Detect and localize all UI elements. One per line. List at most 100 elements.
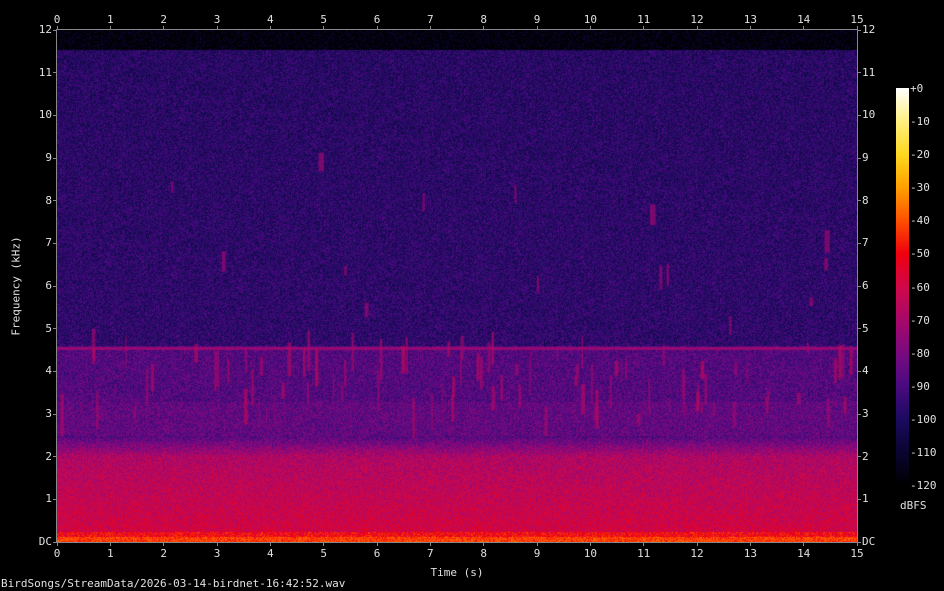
colorbar-tick-label: -100 xyxy=(910,412,937,426)
x-tick-mark xyxy=(109,542,111,546)
colorbar-tick-label: -60 xyxy=(910,280,930,294)
y-tick-label-right: 1 xyxy=(862,492,869,506)
y-tick-label-right: 8 xyxy=(862,193,869,207)
x-tick-label-top: 6 xyxy=(373,13,381,26)
x-tick-mark-top xyxy=(643,26,645,30)
x-axis-title: Time (s) xyxy=(430,566,484,579)
x-tick-label-top: 9 xyxy=(533,13,541,26)
y-tick-mark xyxy=(53,541,57,543)
y-tick-label: 1 xyxy=(45,492,53,506)
colorbar-unit-label: dBFS xyxy=(900,499,927,512)
x-tick-mark xyxy=(536,542,538,546)
x-tick-mark-top xyxy=(589,26,591,30)
x-tick-label: 15 xyxy=(850,547,864,560)
x-tick-mark-top xyxy=(56,26,58,30)
y-tick-mark xyxy=(53,114,57,116)
x-tick-label: 11 xyxy=(637,547,651,560)
x-tick-label: 9 xyxy=(533,547,541,560)
x-tick-label: 0 xyxy=(53,547,61,560)
y-tick-mark xyxy=(53,498,57,500)
y-tick-mark xyxy=(53,242,57,244)
x-tick-mark-top xyxy=(376,26,378,30)
colorbar-tick-label: -80 xyxy=(910,346,930,360)
x-tick-label: 5 xyxy=(320,547,327,560)
y-tick-label-right: 6 xyxy=(862,279,869,292)
colorbar-tick-label: -40 xyxy=(910,214,930,228)
y-tick-mark-right xyxy=(857,285,861,287)
x-tick-mark xyxy=(216,542,218,546)
x-tick-label: 6 xyxy=(373,547,381,560)
y-tick-label: 6 xyxy=(45,279,53,292)
colorbar-tick-label: -10 xyxy=(910,115,930,129)
y-tick-mark xyxy=(53,456,57,458)
x-tick-mark-top xyxy=(216,26,218,30)
x-tick-label: 1 xyxy=(107,547,114,560)
x-tick-mark-top xyxy=(323,26,325,30)
y-tick-mark-right xyxy=(857,328,861,330)
y-tick-label-right: 7 xyxy=(862,236,869,250)
x-tick-label: 2 xyxy=(160,547,167,560)
x-tick-mark-top xyxy=(856,26,858,30)
x-tick-label-top: 8 xyxy=(480,13,487,26)
x-tick-mark-top xyxy=(696,26,698,30)
y-tick-label-right: 4 xyxy=(862,364,869,378)
y-tick-label: 2 xyxy=(45,449,53,463)
y-tick-mark-right xyxy=(857,456,861,458)
x-tick-label-top: 13 xyxy=(743,13,757,26)
x-tick-label: 3 xyxy=(213,547,221,560)
x-tick-mark xyxy=(643,542,645,546)
x-tick-mark xyxy=(483,542,485,546)
y-tick-mark-right xyxy=(857,541,861,543)
y-tick-mark-right xyxy=(857,242,861,244)
colorbar-tick-label: -110 xyxy=(910,445,937,459)
x-tick-mark-top xyxy=(536,26,538,30)
x-tick-mark xyxy=(269,542,271,546)
x-tick-label-top: 10 xyxy=(583,13,597,26)
x-tick-mark xyxy=(56,542,58,546)
y-tick-mark-right xyxy=(857,157,861,159)
y-tick-mark-right xyxy=(857,498,861,500)
y-tick-label-right: 12 xyxy=(862,23,876,36)
colorbar-tick-label: -20 xyxy=(910,148,930,162)
y-axis-title: Frequency (kHz) xyxy=(9,236,23,336)
x-tick-label-top: 7 xyxy=(427,13,434,26)
x-tick-label-top: 5 xyxy=(320,13,327,26)
y-tick-label-right: 9 xyxy=(862,151,869,164)
y-tick-mark-right xyxy=(857,370,861,372)
x-tick-mark xyxy=(323,542,325,546)
x-tick-mark xyxy=(803,542,805,546)
y-tick-label: 12 xyxy=(38,23,53,36)
colorbar-tick-label: +0 xyxy=(910,82,924,95)
y-tick-label: 10 xyxy=(38,108,53,122)
y-tick-label: 4 xyxy=(45,364,53,378)
x-tick-mark xyxy=(696,542,698,546)
y-tick-label: 3 xyxy=(45,407,53,420)
y-tick-label: 9 xyxy=(45,151,53,164)
y-tick-mark xyxy=(53,370,57,372)
filename-label: BirdSongs/StreamData/2026-03-14-birdnet-… xyxy=(1,577,346,590)
x-tick-mark-top xyxy=(749,26,751,30)
x-tick-label-top: 1 xyxy=(107,13,114,26)
x-tick-label-top: 2 xyxy=(160,13,167,26)
x-tick-mark-top xyxy=(429,26,431,30)
y-tick-label-right: 10 xyxy=(862,108,876,122)
x-tick-label: 12 xyxy=(690,547,704,560)
x-tick-mark xyxy=(163,542,165,546)
colorbar xyxy=(896,88,909,486)
x-tick-label: 8 xyxy=(480,547,487,560)
colorbar-tick-label: -30 xyxy=(910,181,930,195)
colorbar-tick-label: -120 xyxy=(910,479,937,492)
y-tick-mark xyxy=(53,72,57,74)
x-tick-label: 14 xyxy=(797,547,811,560)
x-tick-label: 4 xyxy=(267,547,274,560)
x-tick-label: 10 xyxy=(583,547,597,560)
y-tick-label-right: DC xyxy=(862,535,876,548)
y-tick-label: DC xyxy=(38,535,53,548)
x-tick-mark-top xyxy=(163,26,165,30)
x-tick-mark xyxy=(856,542,858,546)
y-tick-label: 11 xyxy=(38,65,53,79)
x-tick-mark xyxy=(589,542,591,546)
x-tick-label: 13 xyxy=(743,547,757,560)
x-tick-mark xyxy=(749,542,751,546)
y-tick-label-right: 11 xyxy=(862,65,876,79)
